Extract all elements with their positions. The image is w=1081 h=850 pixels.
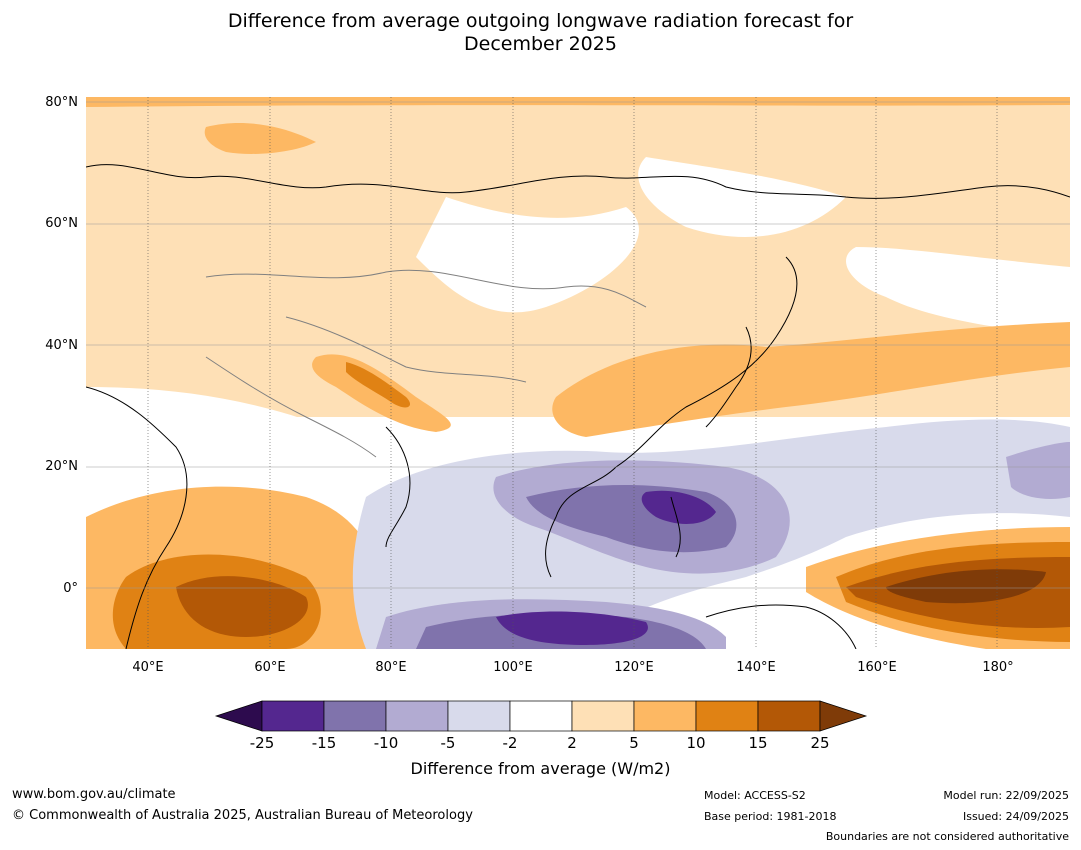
- colorbar-segment: [695, 700, 759, 732]
- title-line-1: Difference from average outgoing longwav…: [227, 10, 854, 32]
- map-title: Difference from average outgoing longwav…: [0, 10, 1081, 56]
- lat-label-60n: 60°N: [45, 216, 78, 231]
- footer-issued: Issued: 24/09/2025: [962, 810, 1069, 823]
- country-borders: [205, 269, 647, 458]
- lat-label-0: 0°: [63, 581, 78, 596]
- colorbar-label: Difference from average (W/m2): [410, 759, 671, 778]
- lon-label-60e: 60°E: [254, 660, 286, 675]
- footer-base-period: Base period: 1981-2018: [704, 810, 837, 823]
- lon-label-180: 180°: [982, 660, 1014, 675]
- colorbar-tick-label: -15: [311, 734, 337, 752]
- purple-region-east-pacific: [1006, 442, 1070, 499]
- orange-darkest-central-pacific: [886, 569, 1046, 604]
- olr-anomaly-map: [86, 97, 1070, 649]
- colorbar-extend-high: [819, 700, 868, 732]
- lon-label-40e: 40°E: [132, 660, 164, 675]
- colorbar-segment: [757, 700, 821, 732]
- lat-label-20n: 20°N: [45, 459, 78, 474]
- purple-dark-philippines: [641, 490, 716, 524]
- colorbar-segment: [261, 700, 325, 732]
- orange-region-arctic: [204, 122, 316, 154]
- footer-copyright: © Commonwealth of Australia 2025, Austra…: [12, 808, 473, 823]
- colorbar-segment: [323, 700, 387, 732]
- lon-label-160e: 160°E: [857, 660, 897, 675]
- colorbar-tick-label: -5: [440, 734, 456, 752]
- colorbar-extend-low: [214, 700, 263, 732]
- lon-label-140e: 140°E: [736, 660, 776, 675]
- colorbar: [214, 700, 868, 732]
- white-region-pacific-north: [846, 247, 1070, 337]
- lon-label-80e: 80°E: [375, 660, 407, 675]
- colorbar-tick-label: -25: [249, 734, 275, 752]
- gridlines-lat: [86, 101, 1070, 589]
- orange-dark-himalaya: [346, 362, 411, 408]
- footer-boundaries: Boundaries are not considered authoritat…: [825, 830, 1069, 843]
- colorbar-tick-label: 25: [810, 734, 830, 752]
- colorbar-tick-label: -10: [373, 734, 399, 752]
- colorbar-segment: [385, 700, 449, 732]
- colorbar-tick-label: 10: [686, 734, 706, 752]
- footer-website[interactable]: www.bom.gov.au/climate: [12, 787, 176, 802]
- footer-model-run: Model run: 22/09/2025: [943, 789, 1069, 802]
- white-region-mongolia: [416, 197, 639, 313]
- colorbar-segment: [633, 700, 697, 732]
- colorbar-tick-label: 15: [748, 734, 768, 752]
- colorbar-tick-label: 5: [629, 734, 639, 752]
- lat-label-40n: 40°N: [45, 338, 78, 353]
- map-canvas: [86, 97, 1070, 649]
- lat-label-80n: 80°N: [45, 95, 78, 110]
- orange-band-china-pacific: [552, 322, 1070, 437]
- colorbar-segment: [447, 700, 511, 732]
- colorbar-segments: [214, 700, 868, 732]
- lon-label-100e: 100°E: [493, 660, 533, 675]
- footer-model: Model: ACCESS-S2: [704, 789, 806, 802]
- colorbar-segment: [509, 700, 573, 732]
- orange-darkest-africa: [176, 576, 308, 637]
- lon-label-120e: 120°E: [614, 660, 654, 675]
- colorbar-tick-label: 2: [567, 734, 577, 752]
- title-line-2: December 2025: [464, 33, 617, 55]
- colorbar-segment: [571, 700, 635, 732]
- gridlines-lon: [147, 97, 998, 649]
- coastlines: [86, 164, 1070, 649]
- colorbar-tick-label: -2: [502, 734, 518, 752]
- purple-dark-indonesia: [496, 611, 648, 645]
